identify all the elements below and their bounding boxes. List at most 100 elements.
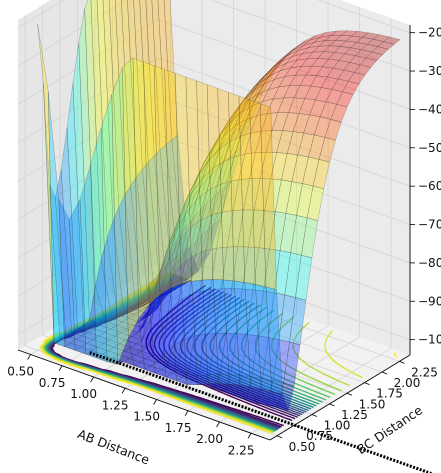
z-tick-label: −30: [418, 64, 441, 78]
surface-patch: [262, 337, 280, 381]
x-tick-mark: [27, 354, 31, 360]
y-grid-line: [42, 5, 295, 426]
surface-patch: [195, 174, 213, 216]
surface-patch: [269, 211, 287, 251]
surface-patch: [277, 48, 295, 65]
surface-patch: [130, 343, 148, 352]
x-grid-line: [93, 0, 235, 378]
surface-patch: [37, 24, 55, 343]
surface-patch: [222, 179, 240, 213]
surface-patch: [239, 115, 258, 137]
surface-patch: [315, 87, 333, 103]
surface-patch: [149, 294, 167, 378]
surface-patch: [206, 84, 224, 281]
surface-patch: [236, 288, 254, 335]
surface-patch: [250, 78, 268, 103]
surface-patch: [304, 85, 322, 101]
surface-patch: [112, 206, 130, 312]
surface-patch: [134, 350, 153, 359]
y-tick-label: 1.25: [341, 408, 368, 422]
surface-patch: [163, 239, 181, 290]
surface-patch: [305, 65, 323, 76]
surface-patch: [151, 311, 169, 357]
surface-patch: [148, 155, 165, 275]
surface-patch: [288, 40, 305, 54]
surface-patch: [339, 40, 358, 48]
surface-patch: [212, 141, 230, 169]
surface-patch: [207, 383, 226, 393]
surface-patch: [170, 283, 188, 385]
surface-patch: [372, 34, 391, 42]
surface-patch: [238, 152, 256, 180]
surface-patch: [256, 73, 274, 98]
surface-patch: [209, 124, 227, 153]
surface-patch: [246, 84, 264, 102]
surface-patch: [264, 178, 282, 212]
surface-patch: [183, 187, 201, 231]
surface-patch: [290, 215, 308, 256]
surface-patch: [210, 246, 228, 290]
z-grid-line: [17, 57, 411, 149]
surface-patch: [218, 383, 236, 397]
surface-patch: [188, 333, 206, 377]
surface-patch: [245, 376, 263, 404]
surface-patch: [244, 130, 262, 155]
surface-patch: [72, 42, 90, 326]
surface-patch: [158, 267, 176, 294]
z-grid-line: [17, 134, 411, 225]
surface-patch: [178, 253, 196, 302]
surface-patch: [90, 0, 108, 260]
surface-patch: [205, 211, 223, 251]
surface-patch: [210, 126, 228, 159]
surface-patch: [255, 284, 273, 392]
surface-patch: [291, 47, 310, 58]
surface-patch: [349, 55, 367, 66]
surface-patch: [206, 160, 224, 192]
surface-patch: [153, 239, 171, 290]
surface-patch: [155, 247, 173, 296]
surface-patch: [331, 78, 349, 93]
surface-patch: [191, 160, 209, 193]
surface-patch: [279, 213, 297, 253]
y-tick-mark: [346, 392, 353, 396]
surface-patch: [313, 116, 332, 138]
surface-patch: [249, 99, 267, 288]
surface-patch: [265, 286, 283, 395]
surface-patch: [285, 181, 303, 216]
surface-patch: [120, 328, 139, 337]
surface-patch: [249, 151, 267, 179]
surface-patch: [126, 325, 145, 334]
surface-patch: [356, 37, 374, 45]
surface-patch: [163, 0, 178, 141]
surface-patch: [244, 83, 262, 109]
surface-patch: [162, 300, 180, 357]
surface-patch: [289, 297, 307, 346]
surface-patch: [279, 59, 298, 72]
surface-patch: [176, 185, 194, 226]
surface-patch: [132, 308, 150, 328]
surface-patch: [180, 176, 198, 213]
surface-patch: [273, 67, 292, 80]
surface-patch: [101, 350, 120, 359]
surface-patch: [168, 252, 186, 294]
surface-patch: [276, 130, 294, 154]
surface-patch: [139, 358, 158, 367]
surface-patch: [130, 176, 148, 298]
surface-patch: [266, 380, 284, 409]
surface-patch: [157, 286, 175, 301]
surface-patch: [297, 132, 315, 158]
surface-patch: [366, 38, 385, 47]
surface-patch: [175, 192, 193, 233]
surface-patch: [180, 280, 198, 385]
surface-patch: [77, 324, 95, 333]
surface-patch: [186, 257, 204, 281]
surface-patch: [108, 0, 125, 209]
surface-patch: [211, 181, 229, 216]
x-tick-mark: [247, 433, 252, 439]
surface-patch: [107, 346, 126, 355]
surface-patch: [138, 303, 156, 374]
surface-patch: [313, 35, 332, 43]
z-tick-label: −100: [418, 333, 441, 347]
surface-patch: [159, 287, 177, 382]
surface-patch: [273, 250, 291, 296]
